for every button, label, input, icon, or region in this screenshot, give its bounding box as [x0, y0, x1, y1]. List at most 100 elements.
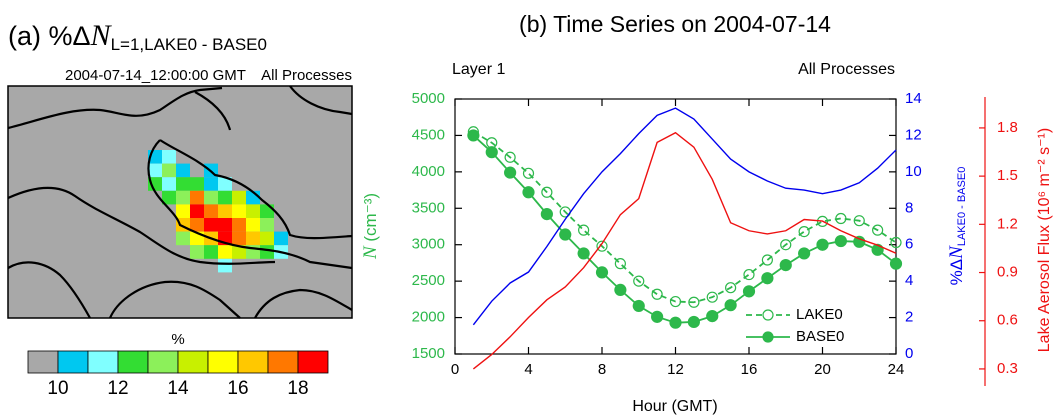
y2-tick-label: 14 — [905, 90, 922, 107]
map-cell — [204, 204, 218, 218]
x-tick-label: 4 — [524, 361, 532, 378]
colorbar-box — [207, 350, 239, 374]
series-marker — [522, 186, 535, 199]
map-cell — [218, 218, 232, 232]
y3-tick-label: 1.8 — [997, 119, 1018, 136]
y-tick-label: 2500 — [412, 272, 445, 289]
series-marker — [578, 224, 590, 236]
legend-label: LAKE0 — [796, 306, 843, 323]
map-cell — [176, 190, 190, 205]
y2-tick-label: 10 — [905, 163, 922, 180]
colorbar: 10 12 14 16 18 — [27, 350, 329, 399]
chart-subtitle-left: Layer 1 — [452, 61, 505, 78]
map-cell — [260, 204, 274, 218]
map-subtitle-right: All Processes — [261, 67, 352, 84]
series-marker — [577, 247, 590, 260]
map-cell — [218, 245, 232, 259]
map-cell — [232, 245, 246, 259]
x-tick-label: 8 — [598, 361, 606, 378]
series-marker — [595, 266, 609, 279]
map-subtitle-left: 2004-07-14_12:00:00 GMT — [65, 67, 246, 84]
colorbar-box — [87, 350, 119, 374]
coastline — [194, 91, 232, 131]
series-marker — [816, 238, 829, 251]
map-cell — [218, 190, 232, 205]
colorbar-box — [177, 350, 209, 374]
series-marker — [541, 186, 553, 198]
colorbar-box — [237, 350, 269, 374]
y-tick-label: 1500 — [412, 345, 445, 362]
y2-tick-label: 12 — [905, 126, 922, 143]
x-tick-label: 20 — [814, 361, 831, 378]
series-marker — [853, 215, 865, 227]
coastline — [108, 280, 241, 319]
legend-label: BASE0 — [796, 328, 844, 345]
map-cell — [260, 218, 274, 232]
map-cell — [204, 190, 218, 205]
map-cell — [232, 218, 246, 232]
map-cell — [204, 245, 218, 259]
series-line — [472, 131, 897, 304]
series-marker — [889, 257, 903, 270]
series-marker — [761, 254, 773, 266]
map-cell — [260, 231, 274, 246]
legend-marker — [762, 309, 774, 321]
colorbar-box — [297, 350, 329, 374]
series-marker — [614, 283, 627, 296]
y2-axis-label-subscript: LAKE0 - BASE0 — [956, 167, 968, 247]
map-cell — [246, 231, 260, 246]
series-line — [472, 134, 897, 324]
map-cell — [162, 190, 176, 205]
map-title-subscript: L=1,LAKE0 - BASE0 — [111, 35, 267, 54]
series-marker — [742, 285, 756, 298]
y-tick-label: 5000 — [412, 90, 445, 107]
x-tick-label: 0 — [451, 361, 459, 378]
map-cell — [204, 177, 218, 191]
y3-axis-label: Lake Aerosol Flux (10⁶ m⁻² s⁻¹) — [1036, 128, 1053, 352]
x-tick-label: 16 — [741, 361, 758, 378]
map-cell — [162, 177, 176, 191]
map-title: (a) %ΔNL=1,LAKE0 - BASE0 — [8, 19, 267, 55]
legend-marker — [762, 331, 774, 343]
y-tick-label: 4000 — [412, 163, 445, 180]
series-marker — [706, 310, 719, 323]
colorbar-box — [57, 350, 89, 374]
map-cell — [176, 231, 190, 246]
map-cell — [246, 204, 260, 218]
series-marker — [890, 236, 902, 249]
colorbar-tick-label: 10 — [47, 378, 68, 399]
series-marker — [835, 212, 847, 225]
y2-tick-label: 4 — [905, 272, 913, 289]
map-cell — [176, 163, 190, 178]
y3-tick-label: 1.5 — [997, 167, 1018, 184]
series-marker — [467, 129, 480, 142]
series-marker — [540, 208, 553, 221]
colorbar-box — [267, 350, 299, 374]
coastline — [7, 186, 276, 265]
y-tick-label: 2000 — [412, 309, 445, 326]
y-tick-label: 3000 — [412, 236, 445, 253]
colorbar-tick-label: 18 — [287, 378, 308, 399]
series-marker — [633, 275, 645, 287]
series-marker — [669, 295, 682, 308]
map-cell — [190, 177, 204, 191]
series-marker — [780, 239, 792, 251]
series-marker — [651, 310, 664, 323]
series-marker — [485, 146, 498, 159]
series-marker — [669, 316, 682, 329]
series-marker — [559, 228, 572, 241]
series-marker — [798, 226, 810, 238]
map-cell — [176, 204, 190, 218]
map-cell — [162, 163, 176, 178]
chart-title: (b) Time Series on 2004-07-14 — [519, 11, 831, 37]
map-cell — [190, 218, 204, 232]
series-marker — [798, 247, 811, 260]
colorbar-label: % — [171, 331, 184, 348]
series-marker — [853, 235, 866, 248]
coastline — [7, 261, 91, 319]
map-title-prefix: (a) %Δ — [8, 21, 91, 51]
colorbar-tick-label: 16 — [227, 378, 248, 399]
map-cell — [232, 204, 246, 218]
map-cell — [218, 177, 232, 191]
